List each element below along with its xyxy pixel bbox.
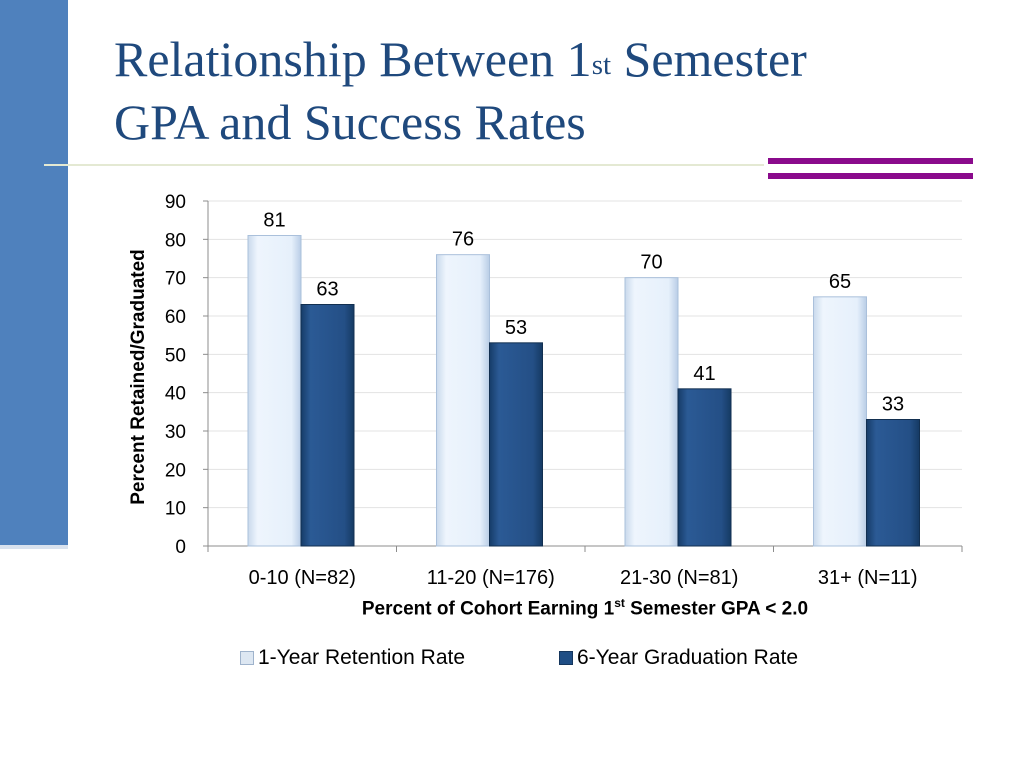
x-tick-label: 21-30 (N=81) <box>620 567 738 589</box>
data-label: 70 <box>640 252 662 274</box>
accent-rule-bottom <box>768 173 973 179</box>
x-axis-title: Percent of Cohort Earning 1st Semester G… <box>190 596 980 620</box>
bar <box>624 277 679 547</box>
data-label: 65 <box>829 271 851 293</box>
y-axis-title-text: Percent Retained/Graduated <box>128 249 149 505</box>
y-tick-label: 20 <box>165 460 186 481</box>
bar <box>813 296 867 547</box>
y-tick-label: 90 <box>165 192 186 213</box>
legend-swatch-graduation <box>559 651 573 665</box>
data-labels: 81 76 70 65 63 53 41 33 <box>263 210 904 416</box>
legend-label-graduation: 6-Year Graduation Rate <box>577 646 799 669</box>
x-tick-label: 31+ (N=11) <box>818 567 918 589</box>
bar <box>866 419 920 547</box>
x-axis-title-superscript: st <box>614 596 625 610</box>
left-accent-bar <box>0 0 68 545</box>
bar <box>489 342 543 547</box>
chart-legend: 1-Year Retention Rate 6-Year Graduation … <box>0 646 1024 674</box>
bars <box>247 235 920 547</box>
bar <box>300 304 355 547</box>
legend-item-retention: 1-Year Retention Rate <box>240 646 465 670</box>
data-label: 41 <box>693 363 715 385</box>
y-tick-label: 0 <box>175 537 186 558</box>
data-label: 63 <box>316 279 338 301</box>
x-tick-label: 0-10 (N=82) <box>249 567 356 589</box>
title-line1-end: Semester <box>611 31 807 87</box>
y-tick-label: 10 <box>165 499 186 520</box>
y-tick-label: 60 <box>165 307 186 328</box>
accent-rule-top <box>768 158 973 164</box>
y-tick-label: 50 <box>165 345 186 366</box>
data-label: 81 <box>263 210 285 232</box>
x-axis-title-end: Semester GPA < 2.0 <box>624 598 809 620</box>
title-superscript: st <box>591 49 612 81</box>
y-tick-label: 70 <box>165 269 186 290</box>
slide-title: Relationship Between 1st Semester GPA an… <box>114 28 994 154</box>
y-tick-label: 30 <box>165 422 186 443</box>
legend-label-retention: 1-Year Retention Rate <box>258 646 466 669</box>
title-line2-text: GPA and Success Rates <box>114 94 586 150</box>
left-accent-bar-shadow <box>0 545 68 549</box>
title-line1-text: Relationship Between 1 <box>114 31 592 87</box>
y-tick-label: 40 <box>165 384 186 405</box>
x-axis-title-text: Percent of Cohort Earning 1 <box>361 598 615 620</box>
bar <box>677 388 732 547</box>
bar <box>436 254 490 547</box>
data-label: 53 <box>505 317 527 339</box>
legend-item-graduation: 6-Year Graduation Rate <box>559 646 798 670</box>
x-tick-label: 11-20 (N=176) <box>427 567 555 589</box>
y-tick-label: 80 <box>165 230 186 251</box>
bar <box>247 235 302 547</box>
data-label: 76 <box>452 229 474 251</box>
legend-swatch-retention <box>240 651 254 665</box>
data-label: 33 <box>882 394 904 416</box>
title-underline <box>44 164 764 166</box>
